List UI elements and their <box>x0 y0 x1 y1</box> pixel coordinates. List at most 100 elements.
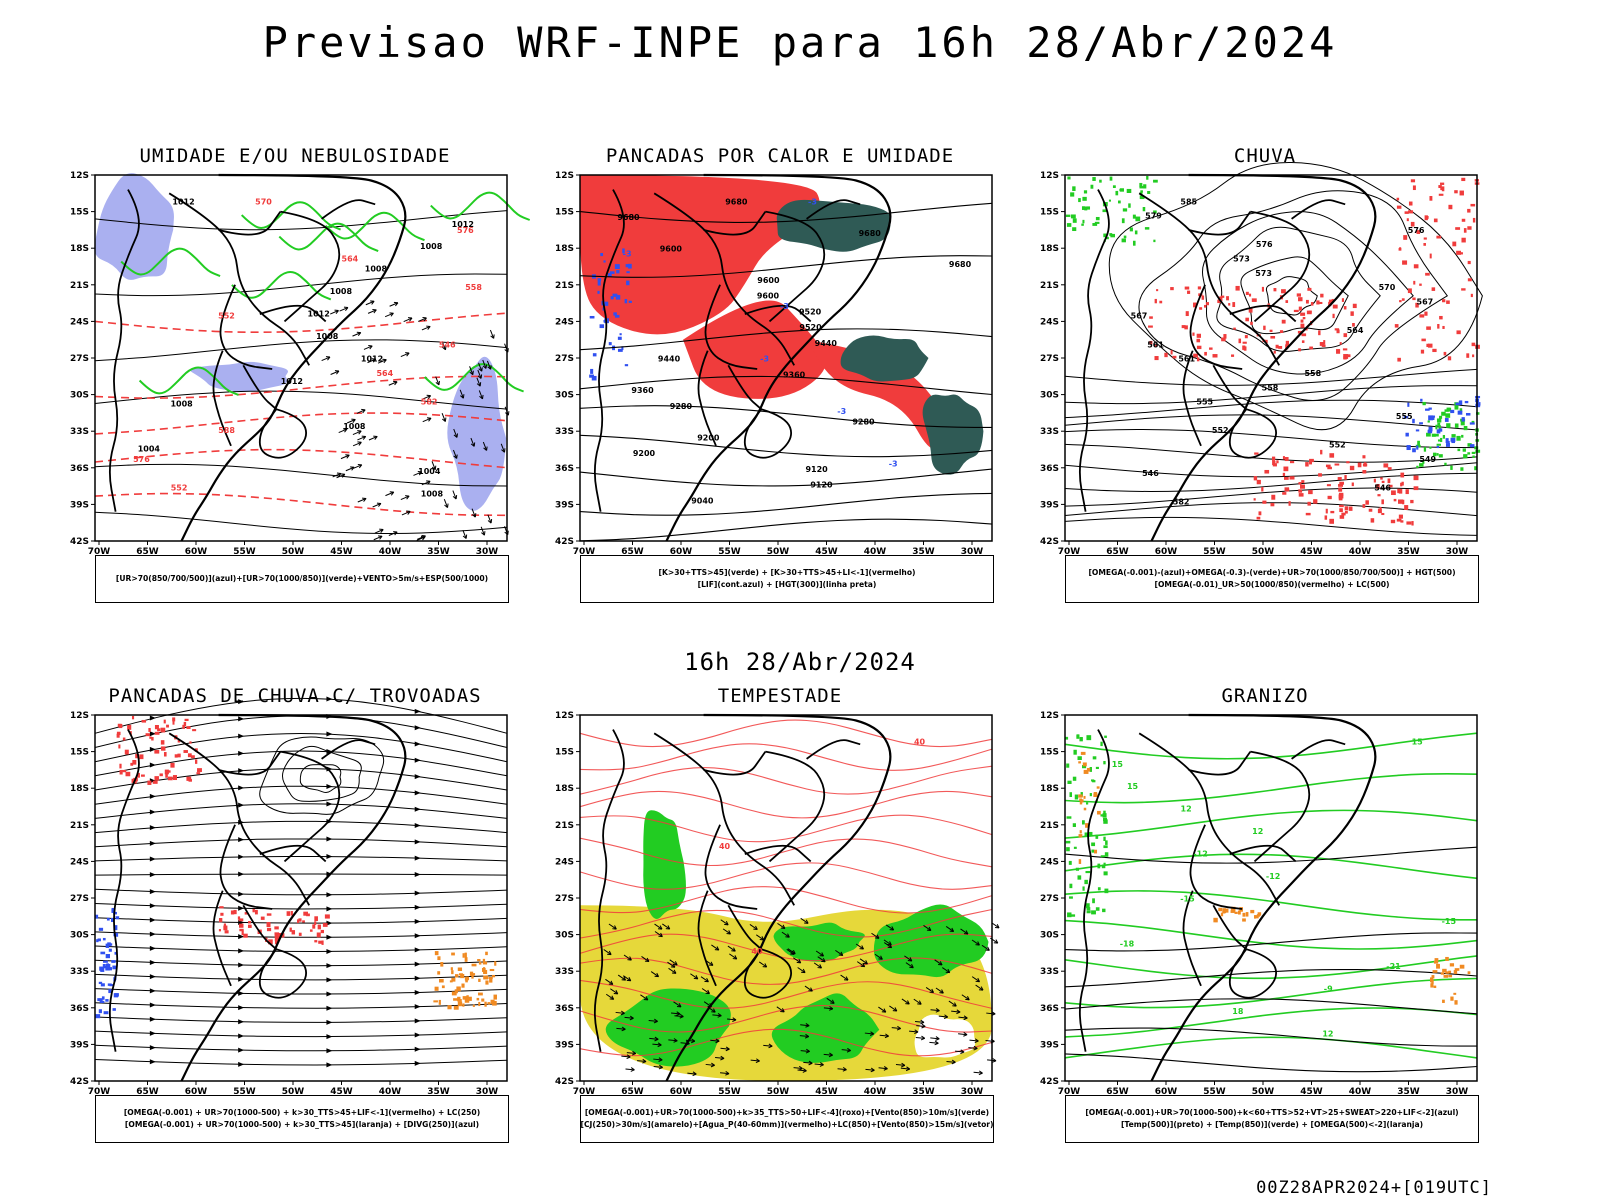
temp850-contour <box>1089 793 1092 797</box>
wind-vector <box>389 302 399 307</box>
wind-vector <box>762 963 768 968</box>
rain-area-red <box>1325 508 1328 514</box>
lon-tick-label: 50W <box>1252 547 1275 557</box>
rain-area-blue <box>1469 444 1475 448</box>
wind-vector <box>388 381 398 386</box>
storm-area-orange <box>489 968 495 972</box>
precipitable-water-contour <box>579 1028 993 1057</box>
contour-label: 9280 <box>852 418 875 427</box>
wind-vector <box>679 1013 684 1019</box>
temp850-contour <box>1082 886 1085 891</box>
rain-area-green <box>1153 179 1158 183</box>
divergence-area-blue <box>113 993 119 998</box>
legend-line: [Temp(500)](preto) + [Temp(850)](verde) … <box>1120 1120 1424 1129</box>
lat-tick-label: 36S <box>70 464 89 474</box>
rain-area-red <box>1334 463 1340 466</box>
streamline-arrow <box>149 903 156 909</box>
omega-area-orange <box>1230 910 1236 913</box>
wind-vector <box>385 491 394 497</box>
wind-vector <box>405 495 410 500</box>
legend-line: [OMEGA(-0.001)+UR>70(1000-500)+k<60+TTS>… <box>1085 1108 1459 1117</box>
storm-area-red <box>154 731 160 735</box>
omega-area-orange <box>1436 963 1440 969</box>
contour-label: 579 <box>1145 212 1162 221</box>
rain-area-green <box>1467 443 1472 447</box>
rain-area-green <box>1070 214 1076 219</box>
country-border <box>168 732 310 906</box>
country-border <box>259 844 327 863</box>
lat-tick-label: 18S <box>555 244 574 254</box>
divergence-area-blue <box>114 951 118 955</box>
rain-area-green <box>1444 462 1447 466</box>
rain-area-red <box>1307 501 1311 506</box>
wind-vector <box>340 454 350 460</box>
rain-area-red <box>1399 247 1402 250</box>
wind-vector <box>374 529 384 534</box>
rain-area-red <box>1344 506 1349 511</box>
rain-area-red <box>1271 494 1276 500</box>
streamline-arrow <box>326 948 333 954</box>
rain-area-red <box>1149 316 1153 319</box>
rain-area-green <box>1457 448 1461 452</box>
height-contour <box>579 328 993 351</box>
lon-tick-label: 60W <box>1155 1087 1178 1097</box>
storm-area-red <box>196 772 201 775</box>
rain-area-green <box>1153 239 1156 243</box>
omega-area-orange <box>1093 849 1098 854</box>
rain-area-blue <box>1427 429 1433 434</box>
storm-area-red <box>241 930 244 936</box>
rain-area-red <box>1341 298 1344 302</box>
rain-area-red <box>1279 330 1284 333</box>
wind-vector <box>817 964 822 969</box>
rain-area-red <box>1401 298 1405 301</box>
rain-area-red <box>1399 300 1402 303</box>
wind-vector <box>817 956 826 963</box>
omega-area-orange <box>1432 970 1438 973</box>
divergence-area-blue <box>107 942 111 947</box>
contour-label: -18 <box>1120 940 1135 949</box>
omega-area-orange <box>1442 999 1445 1003</box>
storm-area-orange <box>482 961 488 965</box>
wind-vector <box>403 317 413 323</box>
contour-label: -15 <box>1180 895 1195 904</box>
contour-label: 9520 <box>799 323 822 332</box>
rain-area-red <box>1282 472 1286 477</box>
wind-vector <box>352 332 361 337</box>
contour-label: 9680 <box>617 213 640 222</box>
rain-area-red <box>1442 325 1445 329</box>
rain-area-green <box>1462 448 1466 452</box>
temp850-contour <box>1064 919 1478 950</box>
wind-vector <box>334 370 340 375</box>
humidity-contour-green <box>430 191 531 221</box>
temp850-contour <box>1091 842 1096 847</box>
legend-line: [OMEGA(-0.001) + UR>70(1000-500) + k>30_… <box>123 1108 481 1117</box>
lifted-index-contour <box>589 315 595 319</box>
rain-area-green <box>1429 446 1432 449</box>
lat-tick-label: 39S <box>555 500 574 510</box>
map-pancadas-calor: 9680968096809600968096009600952095209440… <box>555 171 993 557</box>
wind-vector <box>838 951 844 956</box>
legend-box: [K>30+TTS>45](verde) + [K>30+TTS>45+LI<-… <box>580 555 994 603</box>
lon-tick-label: 30W <box>961 1087 984 1097</box>
omega-area-orange <box>1079 801 1083 805</box>
wind-vector <box>915 1036 925 1039</box>
lon-tick-label: 30W <box>476 547 499 557</box>
rain-area-red <box>1297 330 1303 334</box>
panel-tempestade: TEMPESTADE 40 40 40 12S 15S 18S 21S 24S 27S 30S 33… <box>540 685 1020 1165</box>
wind-vector <box>662 923 671 930</box>
streamline-arrow <box>149 809 156 815</box>
storm-area-orange <box>454 974 459 978</box>
streamline-arrow <box>326 836 333 842</box>
storm-area-red <box>116 733 120 738</box>
wind-vector <box>363 345 373 350</box>
lon-tick-label: 55W <box>233 1087 256 1097</box>
contour-label: 1012 <box>361 355 383 364</box>
rain-area-red <box>1362 455 1366 459</box>
storm-area-red <box>186 776 192 781</box>
contour-label: 582 <box>421 398 438 407</box>
contour-label: 9680 <box>859 229 882 238</box>
omega-area-orange <box>1242 912 1246 917</box>
rain-area-blue <box>1469 422 1475 425</box>
wind-vector <box>712 1014 722 1017</box>
height-contour <box>1138 190 1449 401</box>
